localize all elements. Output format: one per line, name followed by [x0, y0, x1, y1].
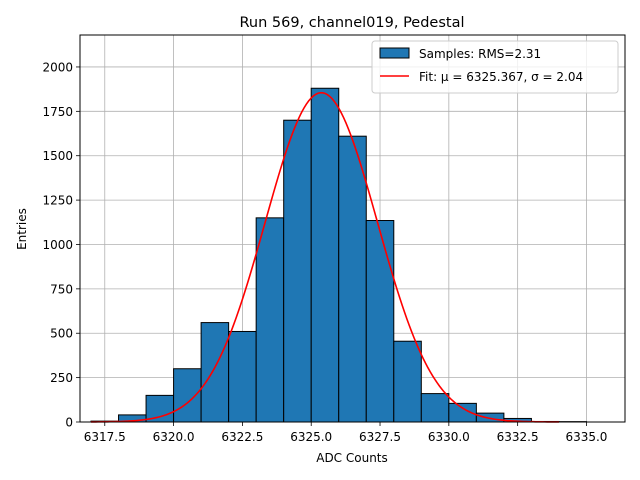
legend-label-samples: Samples: RMS=2.31	[419, 47, 541, 61]
x-axis-label: ADC Counts	[316, 451, 388, 465]
histogram-bar-12	[420, 393, 450, 423]
histogram-bar-7	[283, 119, 312, 423]
y-tick-label-2: 500	[50, 327, 73, 341]
x-axis-ticks: 6317.5 6320.0 6322.5 6325.0 6327.5 6330.0 6332…	[84, 422, 607, 444]
y-axis-ticks: 0 250 500 750 1000 1250 1500 1750 2000	[42, 60, 80, 430]
legend: Samples: RMS=2.31 Fit: μ = 6325.367, σ =…	[371, 40, 619, 94]
histogram-bar-8	[310, 87, 340, 423]
histogram-bar-4	[200, 322, 230, 423]
chart-title: Run 569, channel019, Pedestal	[239, 15, 464, 31]
y-tick-label-6: 1500	[42, 149, 73, 163]
legend-box	[371, 40, 619, 94]
histogram-bars	[90, 87, 587, 423]
y-tick-label-3: 750	[50, 282, 73, 296]
histogram-bar-11	[393, 340, 422, 423]
fit-curve-group	[91, 91, 559, 423]
legend-label-fit: Fit: μ = 6325.367, σ = 2.04	[419, 70, 583, 84]
legend-swatch-samples	[379, 47, 410, 59]
x-tick-label-3: 6325.0	[290, 430, 332, 444]
histogram-bar-5	[228, 330, 257, 423]
x-tick-label-7: 6335.0	[565, 430, 607, 444]
y-tick-label-1: 250	[50, 371, 73, 385]
histogram-bar-6	[255, 217, 285, 423]
x-tick-label-2: 6322.5	[221, 430, 263, 444]
histogram-bar-10	[365, 220, 395, 423]
y-tick-label-5: 1250	[42, 194, 73, 208]
x-tick-label-6: 6332.5	[497, 430, 539, 444]
plot-frame	[79, 34, 626, 423]
fit-curve	[91, 91, 559, 423]
x-tick-label-5: 6330.0	[428, 430, 470, 444]
y-tick-label-0: 0	[65, 416, 73, 430]
x-tick-label-1: 6320.0	[153, 430, 195, 444]
histogram-bar-3	[173, 368, 202, 423]
x-tick-label-4: 6327.5	[359, 430, 401, 444]
y-tick-label-7: 1750	[42, 105, 73, 119]
histogram-bar-9	[338, 135, 367, 423]
histogram-bar-2	[145, 394, 175, 423]
y-axis-label: Entries	[15, 208, 29, 250]
x-tick-label-0: 6317.5	[84, 430, 126, 444]
y-tick-label-8: 2000	[42, 60, 73, 74]
y-tick-label-4: 1000	[42, 238, 73, 252]
